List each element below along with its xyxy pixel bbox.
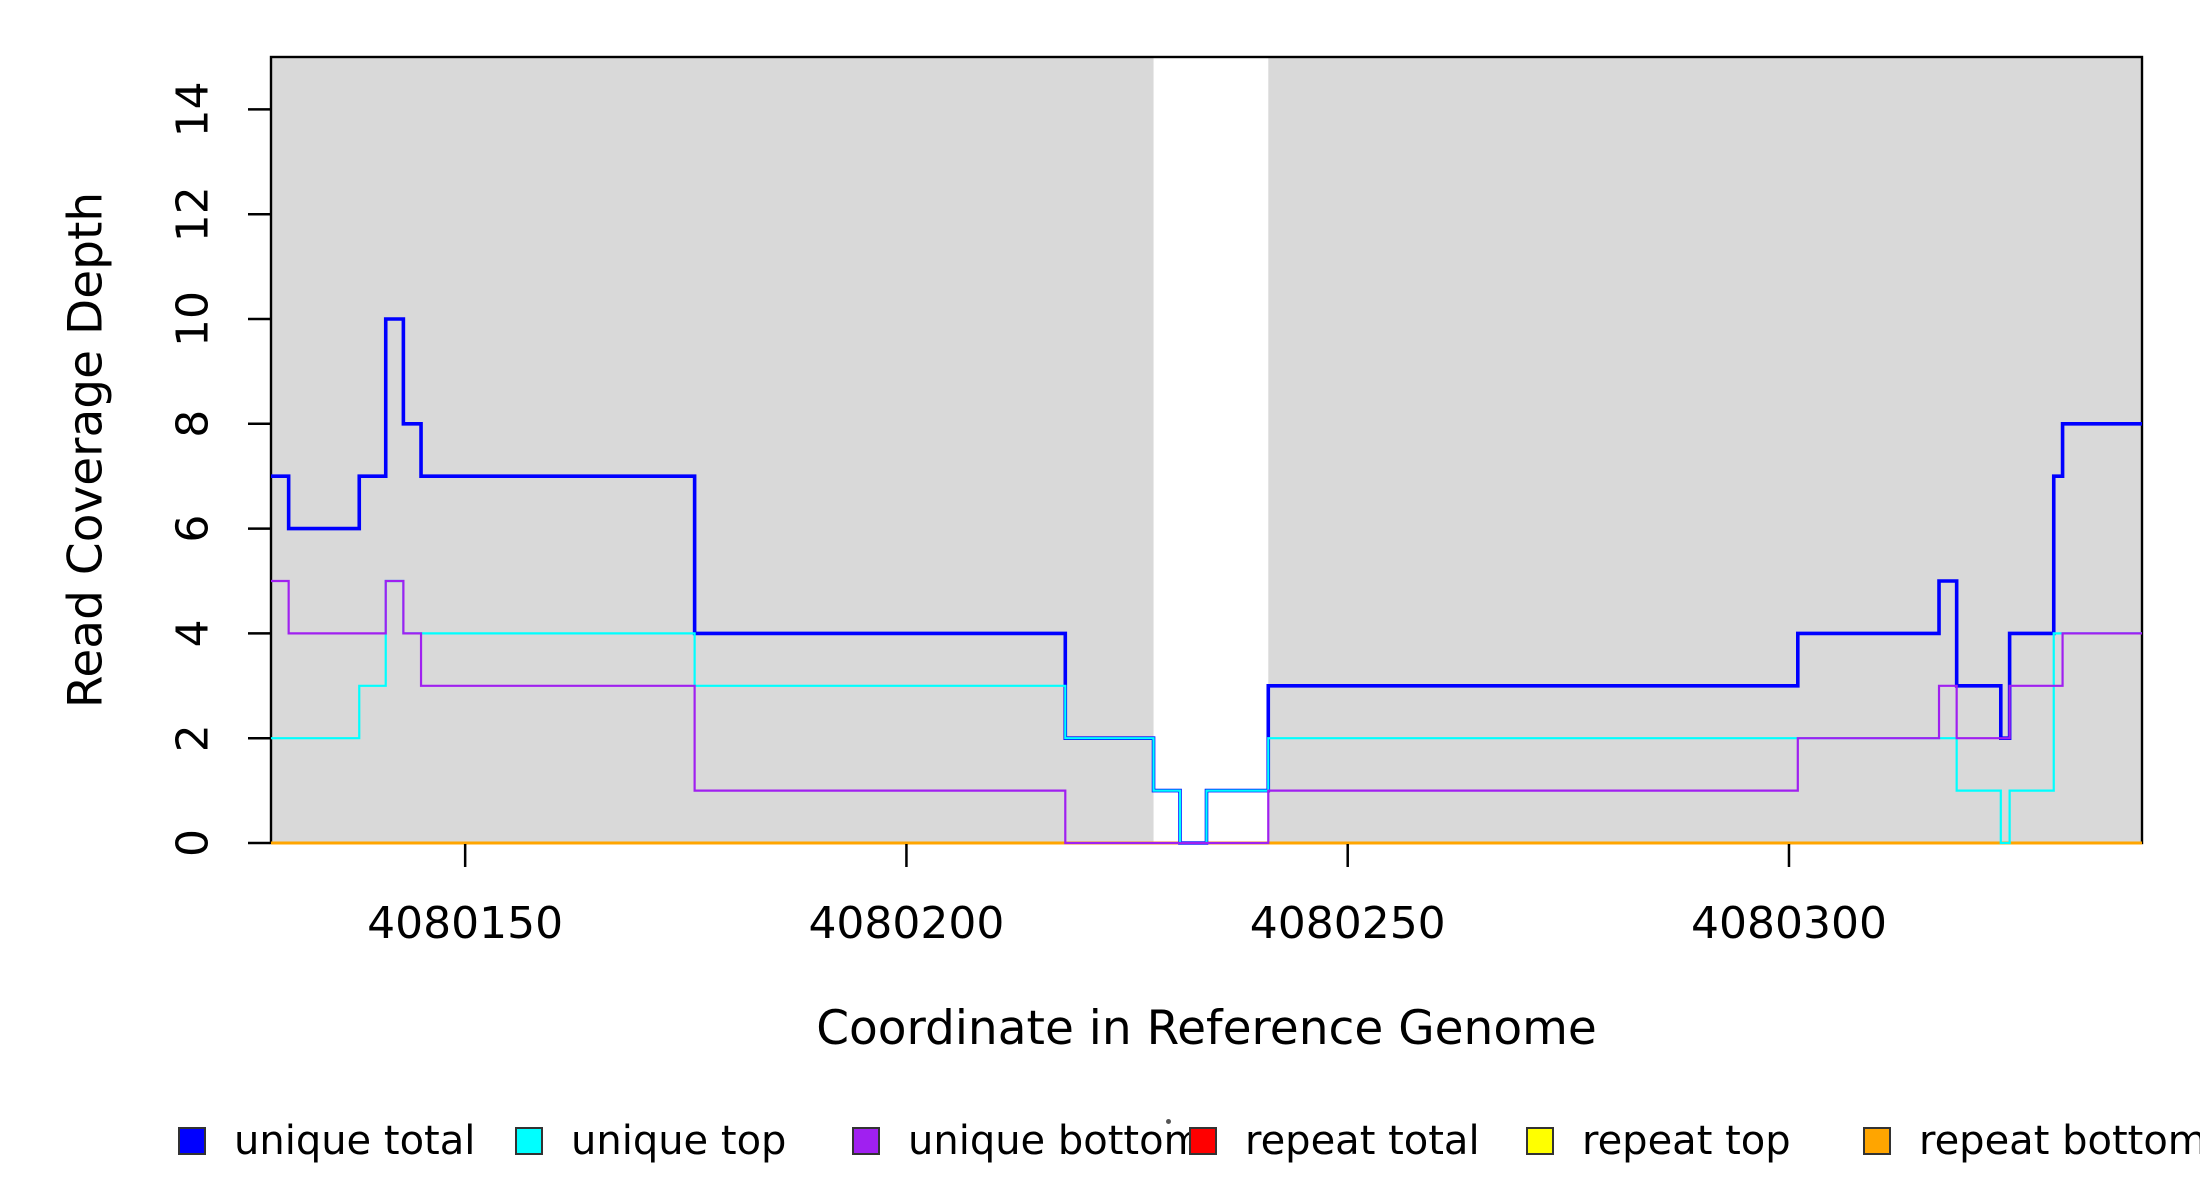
y-tick-label: 4 xyxy=(167,619,218,647)
x-tick-label: 4080300 xyxy=(1691,898,1887,949)
y-tick-label: 8 xyxy=(167,410,218,438)
x-tick-label: 4080250 xyxy=(1250,898,1446,949)
repeat-top-swatch-icon xyxy=(1526,1127,1554,1155)
unique-total-swatch-icon xyxy=(178,1127,206,1155)
y-tick-label: 10 xyxy=(167,291,218,347)
unique-bottom-swatch-icon xyxy=(852,1127,880,1155)
legend-label: repeat total xyxy=(1245,1118,1480,1164)
repeat-total-swatch-icon xyxy=(1189,1127,1217,1155)
x-tick-label: 4080200 xyxy=(808,898,1004,949)
legend-item-unique-bottom: unique bottom xyxy=(852,1113,1203,1169)
legend-label: unique total xyxy=(234,1118,476,1164)
x-tick-label: 4080150 xyxy=(367,898,563,949)
y-tick-label: 0 xyxy=(167,829,218,857)
legend-label: repeat top xyxy=(1582,1118,1791,1164)
legend-item-unique-top: unique top xyxy=(515,1113,786,1169)
legend-label: unique top xyxy=(571,1118,787,1164)
y-tick-label: 6 xyxy=(167,515,218,543)
x-axis-title: Coordinate in Reference Genome xyxy=(816,1001,1597,1056)
legend-label: unique bottom xyxy=(908,1118,1203,1164)
unique-top-swatch-icon xyxy=(515,1127,543,1155)
y-tick-label: 2 xyxy=(167,724,218,752)
legend-item-repeat-top: repeat top xyxy=(1526,1113,1791,1169)
legend-label: repeat bottom xyxy=(1919,1118,2200,1164)
shaded-region xyxy=(271,57,1154,843)
series-unique-bottom xyxy=(271,579,2142,845)
legend-item-unique-total: unique total xyxy=(178,1113,475,1169)
stray-dot xyxy=(1166,1119,1171,1124)
repeat-bottom-swatch-icon xyxy=(1863,1127,1891,1155)
y-tick-label: 12 xyxy=(167,186,218,242)
legend: unique total unique top unique bottom re… xyxy=(0,1113,2200,1183)
y-tick-label: 14 xyxy=(167,81,218,137)
series-group xyxy=(271,317,2142,845)
y-axis-title: Read Coverage Depth xyxy=(58,192,113,708)
shaded-region xyxy=(1268,57,2142,843)
legend-item-repeat-bottom: repeat bottom xyxy=(1863,1113,2200,1169)
legend-item-repeat-total: repeat total xyxy=(1189,1113,1480,1169)
